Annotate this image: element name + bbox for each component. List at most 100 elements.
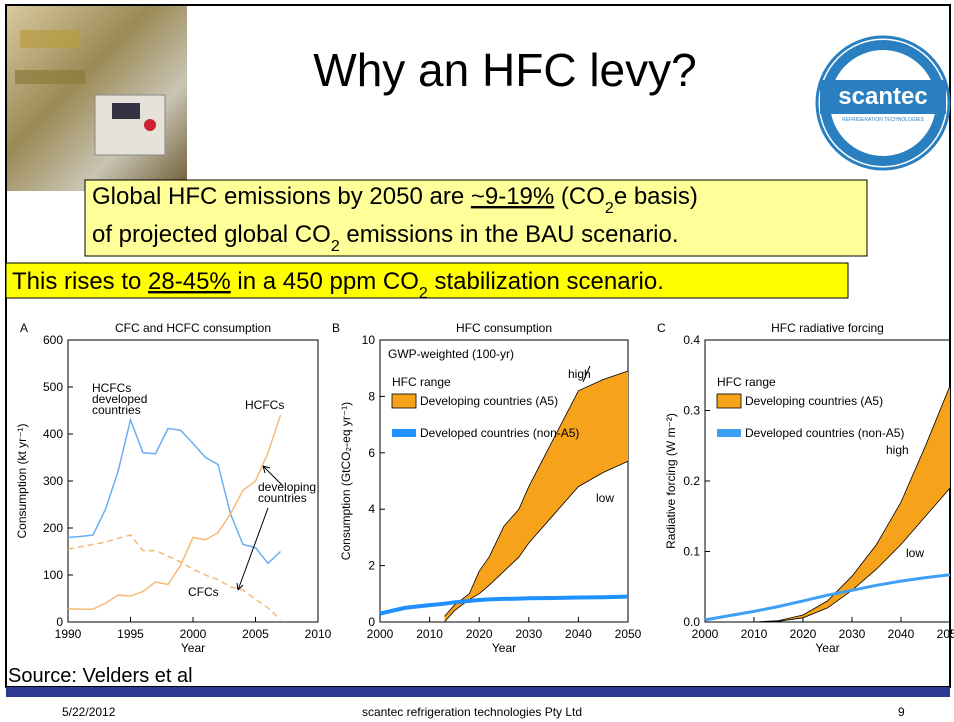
- text-run: (CO: [554, 183, 605, 210]
- highlight: ~9-19%: [471, 183, 554, 210]
- y-tick-label: 400: [43, 427, 63, 441]
- y-tick-label: 0.0: [683, 615, 700, 629]
- chart-title: HFC consumption: [456, 321, 552, 335]
- range-high-edge: [444, 370, 629, 617]
- y-axis-label: Radiative forcing (W m⁻²): [664, 413, 678, 549]
- callout-line: This rises to 28-45% in a 450 ppm CO2 st…: [12, 268, 664, 302]
- annotation: low: [596, 491, 614, 505]
- annotation-arrow: [236, 507, 269, 591]
- x-tick-label: 2000: [180, 627, 207, 641]
- x-tick-label: 2040: [888, 627, 915, 641]
- legend-label: Developing countries (A5): [420, 394, 558, 408]
- x-tick-label: 1995: [117, 627, 144, 641]
- y-tick-label: 0.2: [683, 474, 700, 488]
- annotation: high: [568, 367, 591, 381]
- footer-date: 5/22/2012: [62, 705, 116, 719]
- x-tick-label: 2010: [305, 627, 332, 641]
- y-tick-label: 300: [43, 474, 63, 488]
- series-line: [379, 594, 629, 616]
- text-run: in a 450 ppm CO: [231, 268, 419, 295]
- x-tick-label: 2000: [367, 627, 394, 641]
- slide-title: Why an HFC levy?: [313, 44, 696, 96]
- series-line: [704, 573, 951, 622]
- x-tick-label: 2000: [692, 627, 719, 641]
- range-band: [705, 385, 950, 622]
- annotation: HCFCs: [92, 381, 131, 395]
- y-tick-label: 8: [368, 389, 375, 403]
- y-tick-label: 4: [368, 502, 375, 516]
- x-tick-label: 2050: [615, 627, 642, 641]
- series-line: [67, 414, 282, 611]
- callout-line: of projected global CO2 emissions in the…: [92, 221, 679, 255]
- legend-label: Developing countries (A5): [745, 394, 883, 408]
- panel-label: B: [332, 321, 340, 335]
- legend-title: HFC range: [392, 375, 451, 389]
- subscript: 2: [331, 238, 340, 255]
- annotation: countries: [258, 491, 307, 505]
- charts: A CFC and HCFC consumption010020030040050…: [15, 321, 954, 655]
- callout-box: [5, 262, 849, 299]
- source-note: Source: Velders et al: [8, 665, 193, 687]
- y-tick-label: 0.3: [683, 404, 700, 418]
- plot-frame: [379, 339, 629, 623]
- y-tick-label: 10: [362, 333, 376, 347]
- text-run: of projected global CO: [92, 221, 331, 248]
- y-tick-label: 100: [43, 568, 63, 582]
- y-tick-label: 6: [368, 446, 375, 460]
- annotation: HCFCs: [245, 398, 284, 412]
- y-tick-label: 2: [368, 559, 375, 573]
- annotation: low: [906, 546, 924, 560]
- footer-company: scantec refrigeration technologies Pty L…: [362, 705, 582, 719]
- chart-note: GWP-weighted (100-yr): [388, 347, 514, 361]
- y-tick-label: 200: [43, 521, 63, 535]
- range-band: [444, 371, 628, 622]
- x-axis-label: Year: [492, 641, 516, 655]
- text-run: stabilization scenario.: [428, 268, 664, 295]
- y-tick-label: 0: [368, 615, 375, 629]
- series-line: [67, 534, 282, 621]
- x-tick-label: 2010: [416, 627, 443, 641]
- legend-label: Developed countries (non-A5): [420, 426, 579, 440]
- callout-line: Global HFC emissions by 2050 are ~9-19% …: [92, 183, 698, 217]
- annotation-leader: [582, 365, 591, 383]
- x-tick-label: 2020: [790, 627, 817, 641]
- x-axis-label: Year: [815, 641, 839, 655]
- highlight: 28-45%: [148, 268, 231, 295]
- x-tick-label: 2010: [741, 627, 768, 641]
- text-run: e basis): [614, 183, 698, 210]
- panel-label: A: [20, 321, 28, 335]
- legend-title: HFC range: [717, 375, 776, 389]
- y-tick-label: 0: [56, 615, 63, 629]
- panel-label: C: [657, 321, 666, 335]
- annotation-arrow: [262, 465, 284, 487]
- y-tick-label: 500: [43, 380, 63, 394]
- legend-swatch: [716, 393, 742, 409]
- legend-swatch: [392, 429, 416, 437]
- y-tick-label: 600: [43, 333, 63, 347]
- text-run: Global HFC emissions by 2050 are: [92, 183, 471, 210]
- y-axis-label: Consumption (GtCO₂-eq yr⁻¹): [339, 402, 353, 560]
- x-tick-label: 2005: [242, 627, 269, 641]
- x-tick-label: 2030: [515, 627, 542, 641]
- y-axis-label: Consumption (kt yr⁻¹): [15, 423, 29, 538]
- annotation: developed: [92, 392, 147, 406]
- x-tick-label: 2020: [466, 627, 493, 641]
- text-run: This rises to: [12, 268, 148, 295]
- y-tick-label: 0.1: [683, 545, 700, 559]
- annotation: developing: [258, 480, 316, 494]
- subscript: 2: [419, 285, 428, 302]
- logo-name: scantec: [838, 83, 927, 110]
- x-tick-label: 2040: [565, 627, 592, 641]
- annotation: high: [886, 443, 909, 457]
- chart-title: HFC radiative forcing: [771, 321, 884, 335]
- logo: scantec REFRIGERATION TECHNOLOGIES: [815, 35, 951, 171]
- text-run: emissions in the BAU scenario.: [340, 221, 679, 248]
- x-axis-label: Year: [181, 641, 205, 655]
- y-tick-label: 0.4: [683, 333, 700, 347]
- x-tick-label: 2030: [839, 627, 866, 641]
- x-tick-label: 1990: [55, 627, 82, 641]
- x-tick-label: 2050: [937, 627, 954, 641]
- annotation: countries: [92, 403, 141, 417]
